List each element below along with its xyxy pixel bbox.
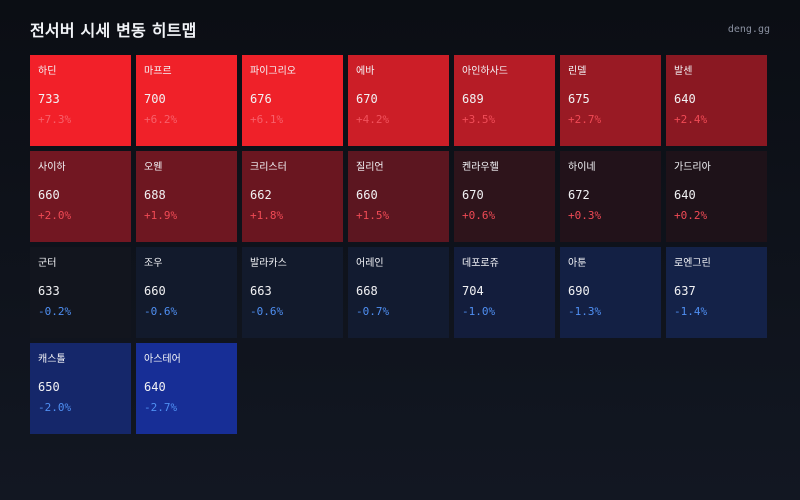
server-tile[interactable]: 크리스터 662 +1.8%	[242, 151, 343, 242]
server-name: 파이그리오	[250, 66, 296, 77]
server-change: +0.2%	[674, 209, 708, 222]
server-change: +1.5%	[356, 209, 390, 222]
server-tile[interactable]: 발라카스 663 -0.6%	[242, 247, 343, 338]
server-tile[interactable]: 하이네 672 +0.3%	[560, 151, 661, 242]
server-change: +6.2%	[144, 113, 178, 126]
header: 전서버 시세 변동 히트맵 deng.gg	[30, 17, 770, 41]
server-price: 660	[38, 188, 60, 202]
server-price: 650	[38, 380, 60, 394]
server-change: -0.6%	[144, 305, 178, 318]
heatmap-grid: 하딘 733 +7.3% 마프르 700 +6.2% 파이그리오 676 +6.1% 에바 670 +…	[30, 55, 770, 434]
server-change: +1.8%	[250, 209, 284, 222]
server-change: -1.0%	[462, 305, 496, 318]
server-tile[interactable]: 어레인 668 -0.7%	[348, 247, 449, 338]
server-change: +2.4%	[674, 113, 708, 126]
server-name: 하딘	[38, 66, 57, 77]
server-tile[interactable]: 사이하 660 +2.0%	[30, 151, 131, 242]
server-price: 676	[250, 92, 272, 106]
server-price: 689	[462, 92, 484, 106]
server-tile[interactable]: 에바 670 +4.2%	[348, 55, 449, 146]
server-name: 아인하사드	[462, 66, 508, 77]
server-name: 오웬	[144, 162, 163, 173]
server-tile[interactable]: 파이그리오 676 +6.1%	[242, 55, 343, 146]
server-price: 672	[568, 188, 590, 202]
server-name: 아스테어	[144, 354, 181, 365]
server-price: 670	[356, 92, 378, 106]
server-price: 688	[144, 188, 166, 202]
server-price: 660	[144, 284, 166, 298]
server-tile[interactable]: 오웬 688 +1.9%	[136, 151, 237, 242]
server-price: 663	[250, 284, 272, 298]
server-name: 발센	[674, 66, 693, 77]
server-change: +6.1%	[250, 113, 284, 126]
server-name: 어레인	[356, 258, 384, 269]
server-change: +4.2%	[356, 113, 390, 126]
server-name: 마프르	[144, 66, 172, 77]
server-name: 데포로쥬	[462, 258, 499, 269]
server-tile[interactable]: 아인하사드 689 +3.5%	[454, 55, 555, 146]
server-change: -1.4%	[674, 305, 708, 318]
server-price: 660	[356, 188, 378, 202]
server-change: +0.3%	[568, 209, 602, 222]
server-change: +0.6%	[462, 209, 496, 222]
server-change: +2.0%	[38, 209, 72, 222]
server-price: 633	[38, 284, 60, 298]
server-tile[interactable]: 데포로쥬 704 -1.0%	[454, 247, 555, 338]
server-change: -2.0%	[38, 401, 72, 414]
server-name: 에바	[356, 66, 375, 77]
server-name: 사이하	[38, 162, 66, 173]
server-name: 크리스터	[250, 162, 287, 173]
server-change: +3.5%	[462, 113, 496, 126]
server-name: 군터	[38, 258, 57, 269]
server-tile[interactable]: 로엔그린 637 -1.4%	[666, 247, 767, 338]
server-name: 발라카스	[250, 258, 287, 269]
server-price: 640	[674, 92, 696, 106]
server-tile[interactable]: 질리언 660 +1.5%	[348, 151, 449, 242]
server-name: 조우	[144, 258, 163, 269]
server-change: +2.7%	[568, 113, 602, 126]
server-tile[interactable]: 켄라우헬 670 +0.6%	[454, 151, 555, 242]
server-price: 637	[674, 284, 696, 298]
server-tile[interactable]: 가드리아 640 +0.2%	[666, 151, 767, 242]
server-name: 아툰	[568, 258, 587, 269]
server-tile[interactable]: 캐스톨 650 -2.0%	[30, 343, 131, 434]
server-name: 로엔그린	[674, 258, 711, 269]
server-name: 가드리아	[674, 162, 711, 173]
server-tile[interactable]: 조우 660 -0.6%	[136, 247, 237, 338]
server-tile[interactable]: 하딘 733 +7.3%	[30, 55, 131, 146]
server-price: 733	[38, 92, 60, 106]
server-price: 662	[250, 188, 272, 202]
server-price: 704	[462, 284, 484, 298]
server-price: 690	[568, 284, 590, 298]
server-tile[interactable]: 린델 675 +2.7%	[560, 55, 661, 146]
server-tile[interactable]: 마프르 700 +6.2%	[136, 55, 237, 146]
server-price: 640	[674, 188, 696, 202]
server-price: 640	[144, 380, 166, 394]
server-tile[interactable]: 군터 633 -0.2%	[30, 247, 131, 338]
server-change: -2.7%	[144, 401, 178, 414]
server-tile[interactable]: 발센 640 +2.4%	[666, 55, 767, 146]
server-change: +7.3%	[38, 113, 72, 126]
server-name: 질리언	[356, 162, 384, 173]
server-tile[interactable]: 아스테어 640 -2.7%	[136, 343, 237, 434]
page-title: 전서버 시세 변동 히트맵	[30, 21, 197, 40]
server-tile[interactable]: 아툰 690 -1.3%	[560, 247, 661, 338]
server-change: -0.7%	[356, 305, 390, 318]
server-name: 켄라우헬	[462, 162, 499, 173]
brand-label: deng.gg	[727, 23, 770, 35]
server-change: +1.9%	[144, 209, 178, 222]
server-change: -1.3%	[568, 305, 602, 318]
server-change: -0.2%	[38, 305, 72, 318]
server-price: 675	[568, 92, 590, 106]
server-price: 670	[462, 188, 484, 202]
server-change: -0.6%	[250, 305, 284, 318]
server-name: 캐스톨	[38, 354, 66, 365]
server-price: 668	[356, 284, 378, 298]
server-price: 700	[144, 92, 166, 106]
server-name: 린델	[568, 66, 587, 77]
server-name: 하이네	[568, 162, 596, 173]
